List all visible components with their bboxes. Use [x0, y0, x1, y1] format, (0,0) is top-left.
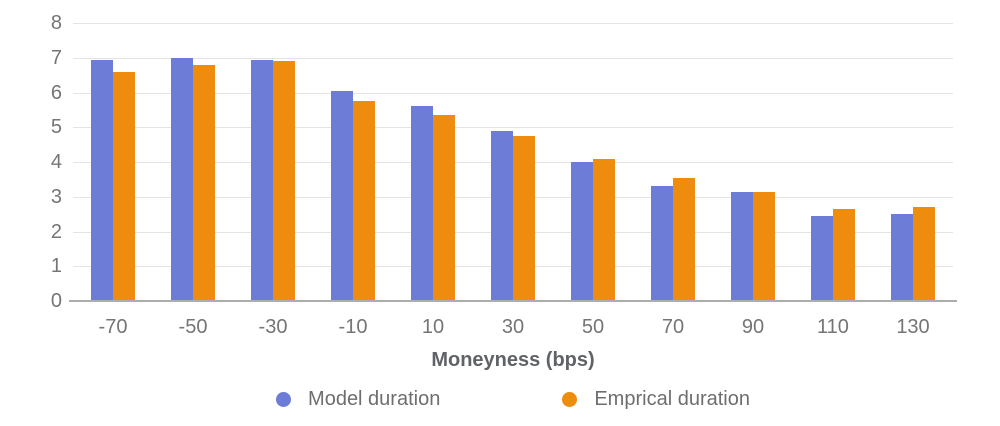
legend-item: Emprical duration — [562, 388, 750, 411]
bar-empirical — [753, 191, 775, 301]
x-tick-label: 130 — [896, 316, 930, 338]
bar-model — [411, 106, 433, 301]
bar-model — [811, 215, 833, 301]
x-tick-label: 10 — [421, 316, 445, 338]
bar-model — [331, 90, 353, 301]
legend: Model duration Emprical duration — [73, 388, 953, 411]
y-tick-label: 0 — [50, 290, 62, 312]
y-tick-label: 1 — [50, 255, 62, 278]
x-tick-label: 110 — [817, 316, 849, 338]
bar-model — [891, 214, 913, 301]
gridline — [73, 92, 953, 94]
y-tick-label: 2 — [50, 220, 62, 243]
legend-label: Model duration — [308, 388, 441, 410]
bar-empirical — [833, 208, 855, 301]
x-tick-label: 90 — [741, 316, 765, 338]
y-tick-label: 4 — [50, 151, 62, 173]
bar-empirical — [913, 207, 935, 301]
bar-empirical — [193, 64, 215, 301]
x-tick-label: -70 — [98, 316, 128, 338]
y-tick-label: 3 — [50, 185, 62, 208]
bar-model — [251, 59, 273, 301]
x-tick-label: -50 — [178, 316, 208, 338]
legend-item: Model duration — [276, 388, 440, 411]
x-tick-label: 30 — [501, 316, 525, 338]
bar-empirical — [433, 115, 455, 301]
bar-empirical — [593, 158, 615, 301]
y-tick-label: 8 — [50, 12, 62, 34]
bar-model — [171, 57, 193, 301]
legend-dot-icon — [276, 392, 292, 407]
gridline — [73, 127, 953, 129]
y-tick-label: 7 — [50, 46, 62, 69]
bar-model — [491, 130, 513, 301]
x-tick-label: -10 — [338, 316, 368, 338]
bar-empirical — [353, 101, 375, 301]
bar-empirical — [673, 177, 695, 301]
x-axis-title: Moneyness (bps) — [431, 349, 595, 371]
bar-model — [91, 59, 113, 301]
legend-label: Emprical duration — [594, 388, 750, 410]
bar-empirical — [113, 71, 135, 301]
x-tick-label: 50 — [581, 316, 605, 338]
plot-area — [69, 23, 957, 302]
bar-model — [731, 191, 753, 301]
x-tick-label: 70 — [661, 316, 685, 338]
gridline — [73, 23, 953, 24]
bar-empirical — [513, 135, 535, 301]
y-tick-label: 5 — [50, 116, 62, 139]
bar-model — [571, 162, 593, 301]
bar-empirical — [273, 61, 295, 301]
legend-dot-icon — [562, 392, 578, 407]
bar-model — [651, 186, 673, 301]
y-tick-label: 6 — [50, 81, 62, 104]
gridline — [73, 57, 953, 59]
x-tick-label: -30 — [258, 316, 288, 338]
x-axis-line — [69, 300, 957, 302]
